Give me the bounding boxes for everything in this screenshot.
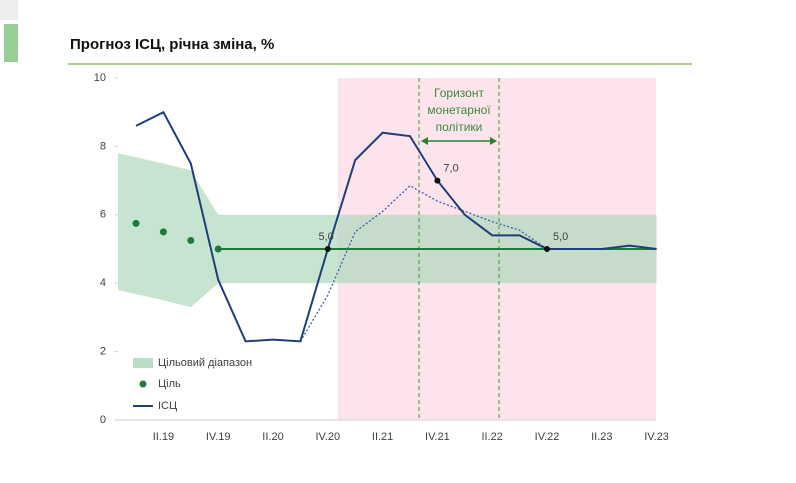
previous-forecast xyxy=(299,184,548,342)
label-point xyxy=(324,246,331,252)
target-dot xyxy=(214,245,222,253)
x-tick-label: II.20 xyxy=(262,431,283,443)
y-tick-label: 0 xyxy=(100,414,106,426)
y-tick-label: 4 xyxy=(100,277,106,289)
label-point xyxy=(544,246,550,252)
legend-label: Цільовий діапазон xyxy=(158,357,252,369)
decor-strip xyxy=(4,24,18,62)
y-tick-label: 6 xyxy=(100,209,106,221)
label-point xyxy=(434,177,441,184)
legend-swatch xyxy=(139,380,147,388)
y-tick-label: 8 xyxy=(100,140,106,152)
x-tick-label: IV.21 xyxy=(425,431,450,443)
x-tick-label: II.19 xyxy=(153,431,174,443)
value-label: 7,0 xyxy=(443,163,458,175)
decor-block xyxy=(0,0,18,20)
x-tick-label: IV.19 xyxy=(206,431,231,443)
y-tick-label: 2 xyxy=(100,346,106,358)
x-tick-label: IV.23 xyxy=(644,431,669,443)
annotation: політики xyxy=(436,120,483,134)
x-tick-label: IV.20 xyxy=(315,431,340,443)
target-band xyxy=(118,153,657,308)
x-tick-label: II.23 xyxy=(591,431,612,443)
x-tick-label: IV.22 xyxy=(535,431,560,443)
x-tick-label: II.22 xyxy=(481,431,502,443)
chart-title: Прогноз ІСЦ, річна зміна, % xyxy=(70,36,274,53)
target-dot xyxy=(159,228,167,236)
legend-swatch xyxy=(133,358,153,368)
target-dot xyxy=(187,236,195,244)
cpi-line xyxy=(135,110,657,343)
value-label: 5,0 xyxy=(319,231,334,243)
target-dot xyxy=(132,219,140,227)
x-tick-label: II.21 xyxy=(372,431,393,443)
legend-label: Ціль xyxy=(158,378,181,390)
y-tick-label: 10 xyxy=(94,72,106,84)
arrow-head xyxy=(421,137,428,145)
annotation: Горизонт xyxy=(434,86,484,100)
arrow-head xyxy=(490,137,497,145)
annotation: монетарної xyxy=(427,103,491,117)
legend-label: ІСЦ xyxy=(158,400,177,412)
value-label: 5,0 xyxy=(553,231,568,243)
